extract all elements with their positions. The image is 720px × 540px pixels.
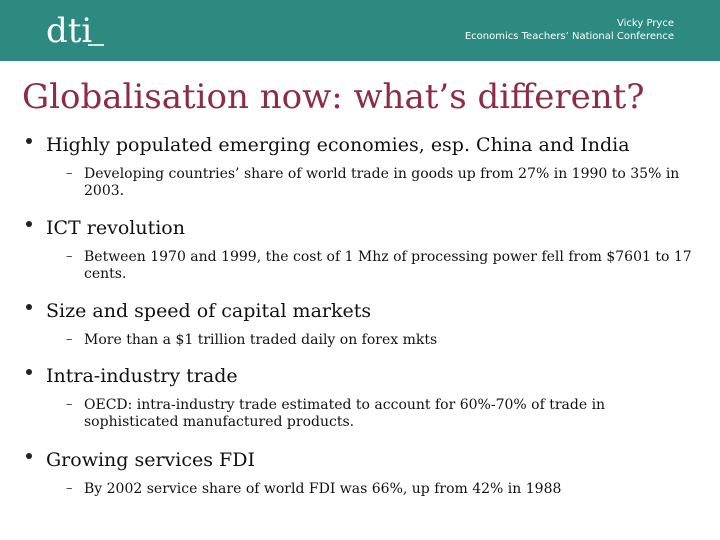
sub-text: By 2002 service share of world FDI was 6… (84, 481, 562, 497)
sub-point: – By 2002 service share of world FDI was… (0, 481, 720, 498)
dash-icon: – (66, 166, 73, 181)
slide-header: dti Vicky Pryce Economics Teachers’ Nati… (0, 0, 720, 61)
dash-icon: – (66, 397, 73, 412)
logo-text: dti (46, 11, 92, 50)
sub-text: Developing countries’ share of world tra… (84, 166, 680, 199)
bullet-dot-icon (26, 369, 32, 375)
event-name: Economics Teachers’ National Conference (464, 31, 674, 42)
bullet-text: Size and speed of capital markets (46, 300, 372, 322)
sub-point: – OECD: intra-industry trade estimated t… (0, 397, 720, 431)
bullet-point: Intra-industry trade – OECD: intra-indus… (0, 363, 720, 430)
dash-icon: – (66, 481, 73, 496)
sub-point: – Between 1970 and 1999, the cost of 1 M… (0, 249, 720, 283)
bullet-point: Growing services FDI – By 2002 service s… (0, 447, 720, 498)
author-name: Vicky Pryce (617, 18, 674, 29)
bullet-text: Intra-industry trade (46, 365, 238, 387)
sub-point: – Developing countries’ share of world t… (0, 166, 720, 200)
bullet-point: Highly populated emerging economies, esp… (0, 132, 720, 199)
sub-point: – More than a $1 trillion traded daily o… (0, 332, 720, 349)
bullet-dot-icon (26, 453, 32, 459)
slide-title: Globalisation now: what’s different? (22, 77, 645, 117)
dti-logo: dti (46, 11, 104, 50)
bullet-text: ICT revolution (46, 217, 185, 239)
dash-icon: – (66, 332, 73, 347)
bullet-point: Size and speed of capital markets – More… (0, 298, 720, 349)
bullet-dot-icon (26, 221, 32, 227)
bullet-list: Highly populated emerging economies, esp… (0, 132, 720, 498)
header-meta: Vicky Pryce Economics Teachers’ National… (465, 17, 674, 43)
bullet-text: Growing services FDI (46, 449, 255, 471)
sub-text: OECD: intra-industry trade estimated to … (84, 397, 606, 430)
bullet-dot-icon (26, 138, 32, 144)
sub-text: More than a $1 trillion traded daily on … (84, 332, 438, 348)
bullet-point: ICT revolution – Between 1970 and 1999, … (0, 215, 720, 282)
sub-text: Between 1970 and 1999, the cost of 1 Mhz… (84, 249, 692, 282)
bullet-dot-icon (26, 304, 32, 310)
dash-icon: – (66, 249, 73, 264)
bullet-text: Highly populated emerging economies, esp… (46, 134, 630, 156)
